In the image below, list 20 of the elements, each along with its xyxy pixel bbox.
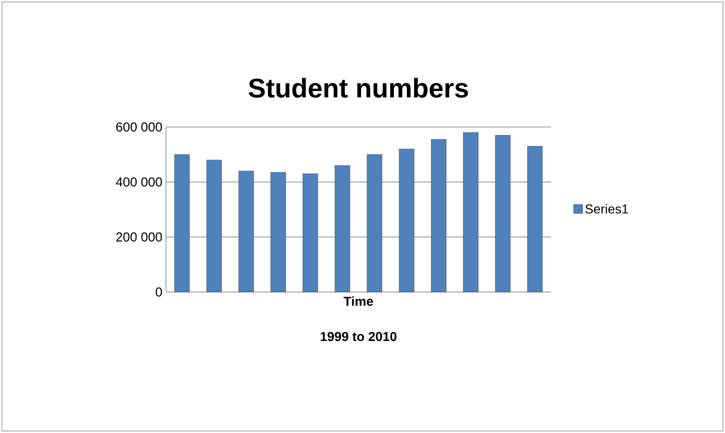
y-tick-label: 600 000	[116, 122, 162, 132]
text: 1999 to 2010	[320, 332, 396, 342]
bar	[495, 135, 511, 292]
bar	[270, 172, 286, 292]
bar	[334, 165, 350, 292]
y-tick-label: 400 000	[116, 177, 162, 187]
bar	[174, 154, 190, 292]
bar	[527, 146, 543, 292]
bar	[430, 139, 446, 292]
bar	[238, 170, 254, 292]
bar	[398, 148, 414, 292]
y-tick-label: 200 000	[116, 232, 162, 242]
bar	[463, 132, 478, 292]
bar	[366, 154, 382, 292]
chart-title: Student numbers	[248, 78, 468, 98]
bar	[206, 160, 222, 292]
x-axis-title: Time	[344, 296, 374, 306]
bar	[302, 174, 318, 292]
y-tick-label: 0	[156, 287, 162, 297]
legend-label: Series1	[585, 204, 628, 214]
